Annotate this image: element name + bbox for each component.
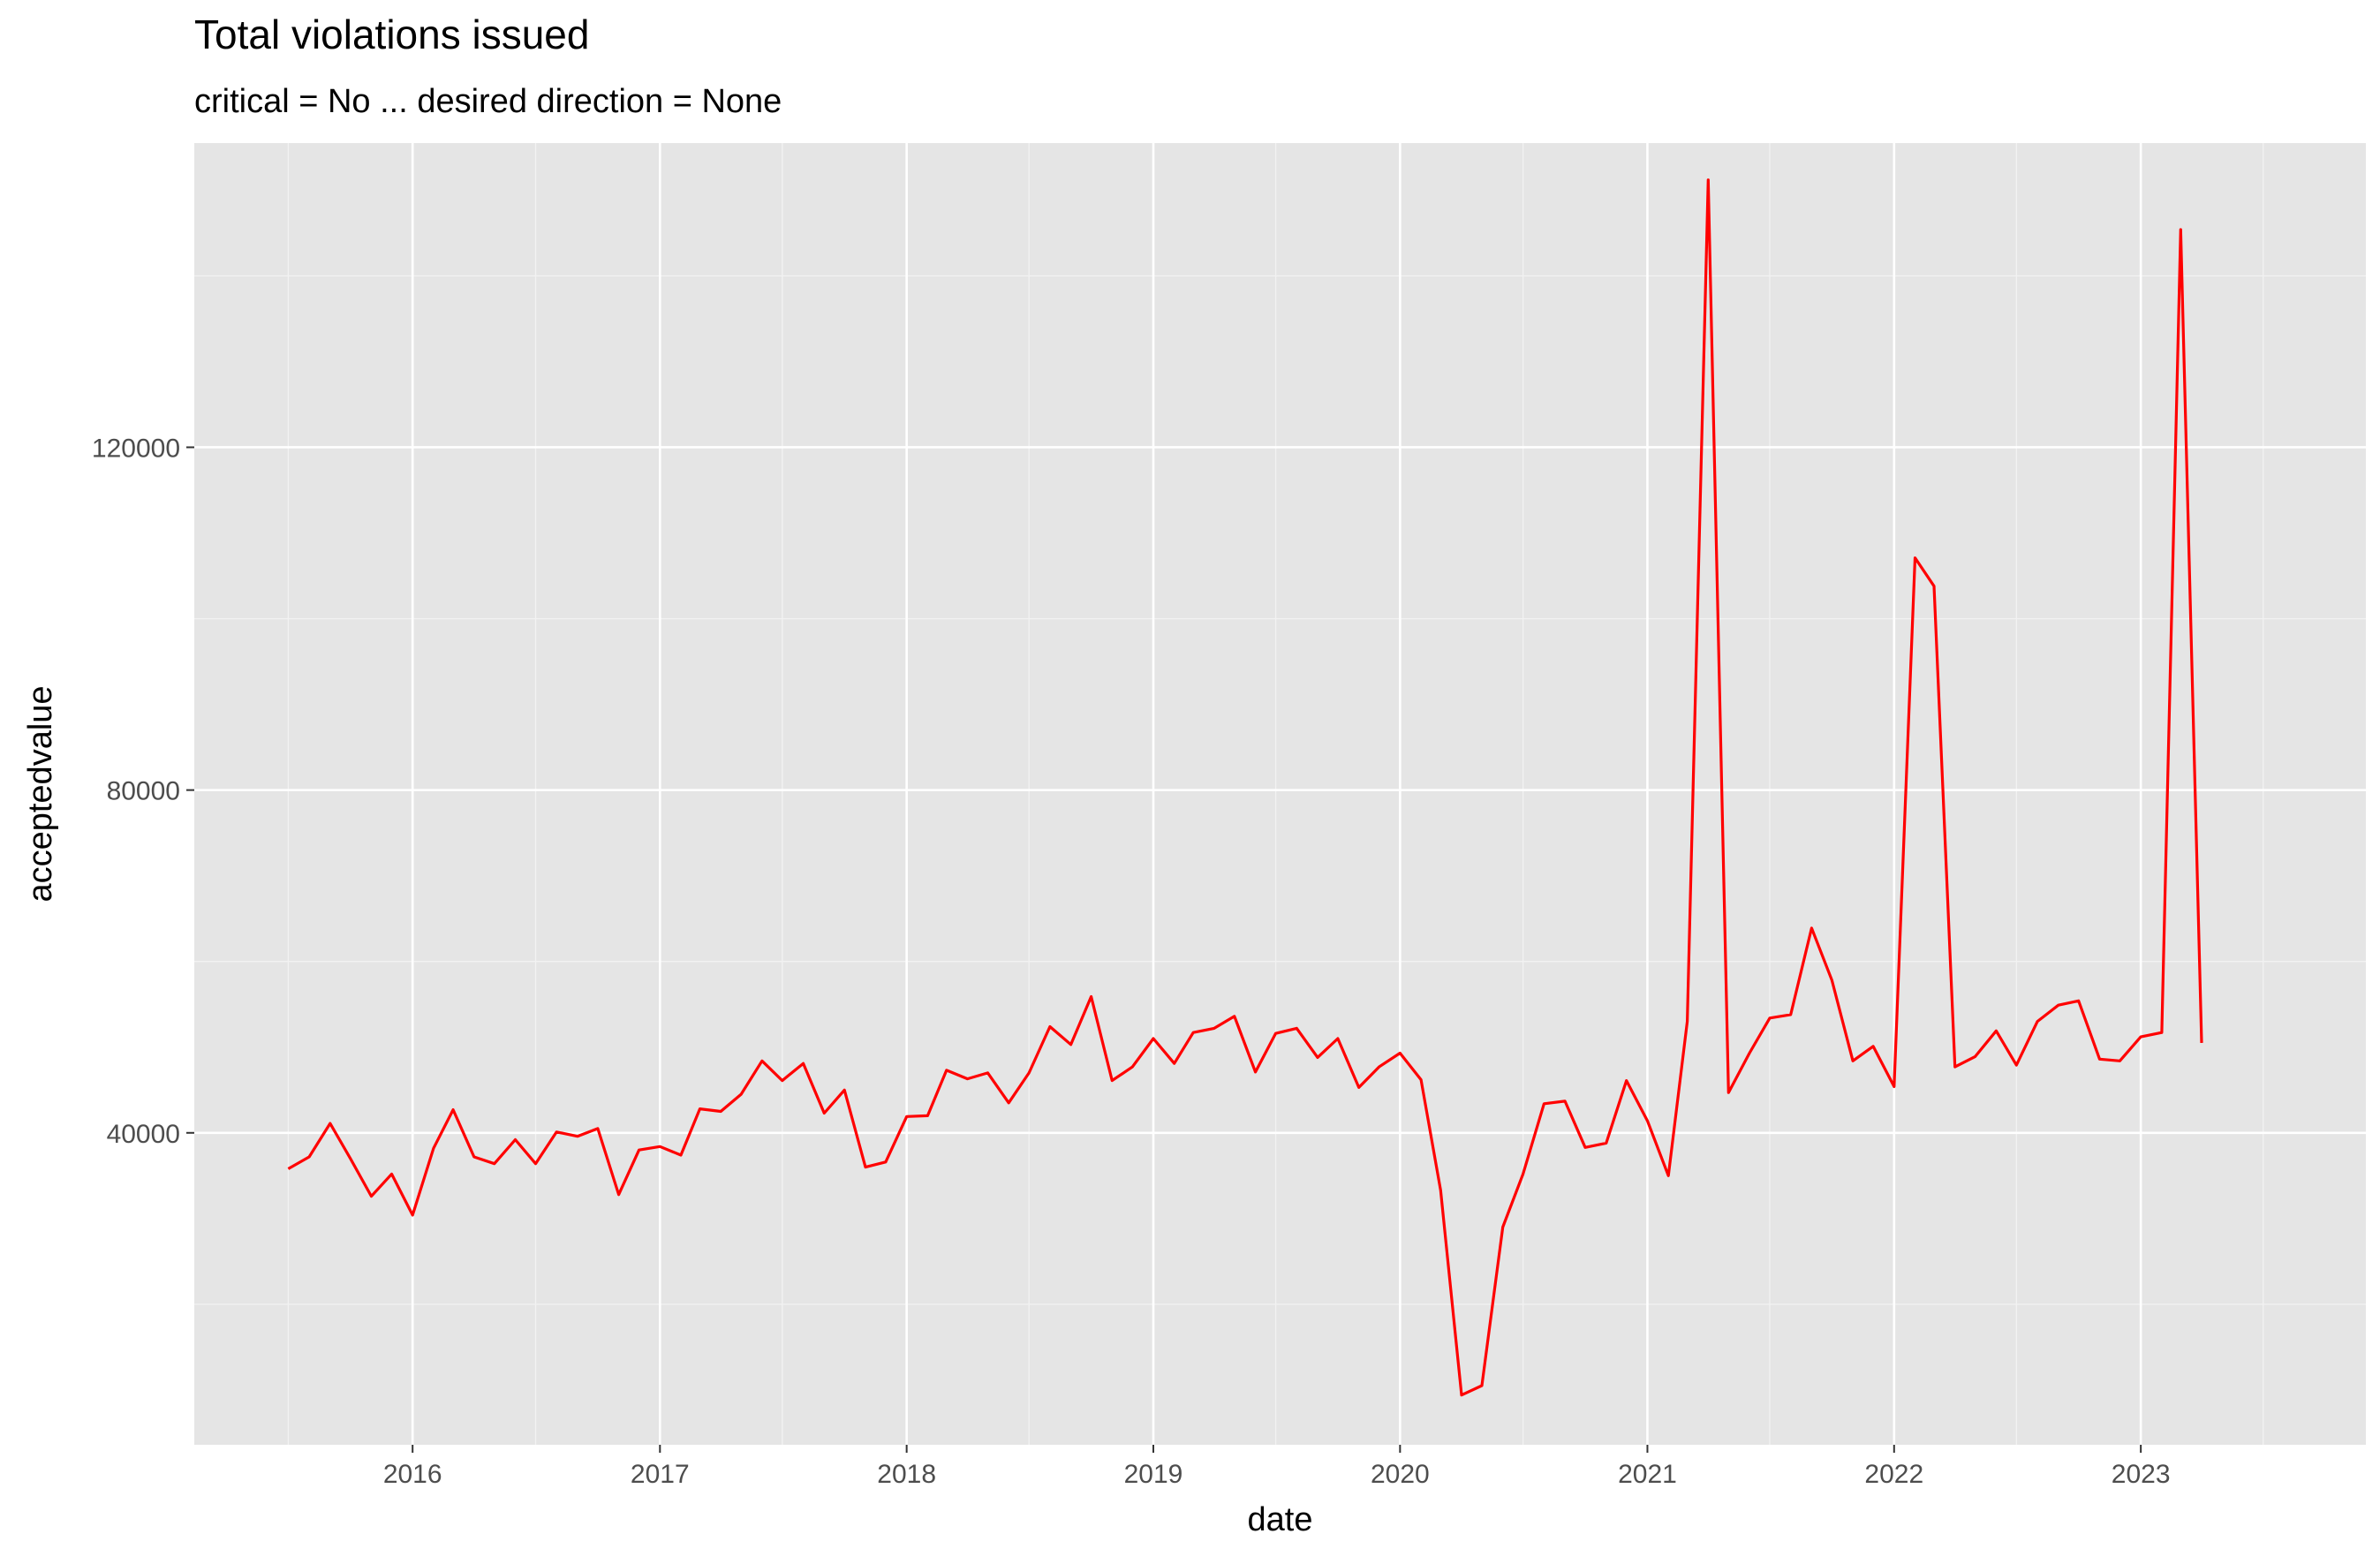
x-tick-label: 2023 <box>2112 1460 2171 1489</box>
x-axis: 2016 2017 2018 2019 2020 2021 2022 2023 <box>383 1445 2171 1489</box>
x-tick-label: 2020 <box>1371 1460 1430 1489</box>
x-tick-label: 2021 <box>1618 1460 1677 1489</box>
x-tick-label: 2019 <box>1124 1460 1183 1489</box>
x-tick-label: 2018 <box>877 1460 936 1489</box>
x-tick-label: 2016 <box>383 1460 442 1489</box>
x-tick-label: 2017 <box>631 1460 690 1489</box>
chart-subtitle: critical = No ... desired direction = No… <box>194 83 782 120</box>
y-axis: 40000 80000 120000 <box>92 434 194 1148</box>
y-tick-label: 80000 <box>107 777 180 806</box>
plot-panel <box>194 143 2366 1445</box>
y-tick-label: 40000 <box>107 1120 180 1149</box>
x-axis-label: date <box>1248 1501 1313 1538</box>
y-tick-label: 120000 <box>92 434 180 463</box>
chart-title: Total violations issued <box>194 11 589 57</box>
y-axis-label: acceptedvalue <box>22 685 59 902</box>
x-tick-label: 2022 <box>1864 1460 1923 1489</box>
